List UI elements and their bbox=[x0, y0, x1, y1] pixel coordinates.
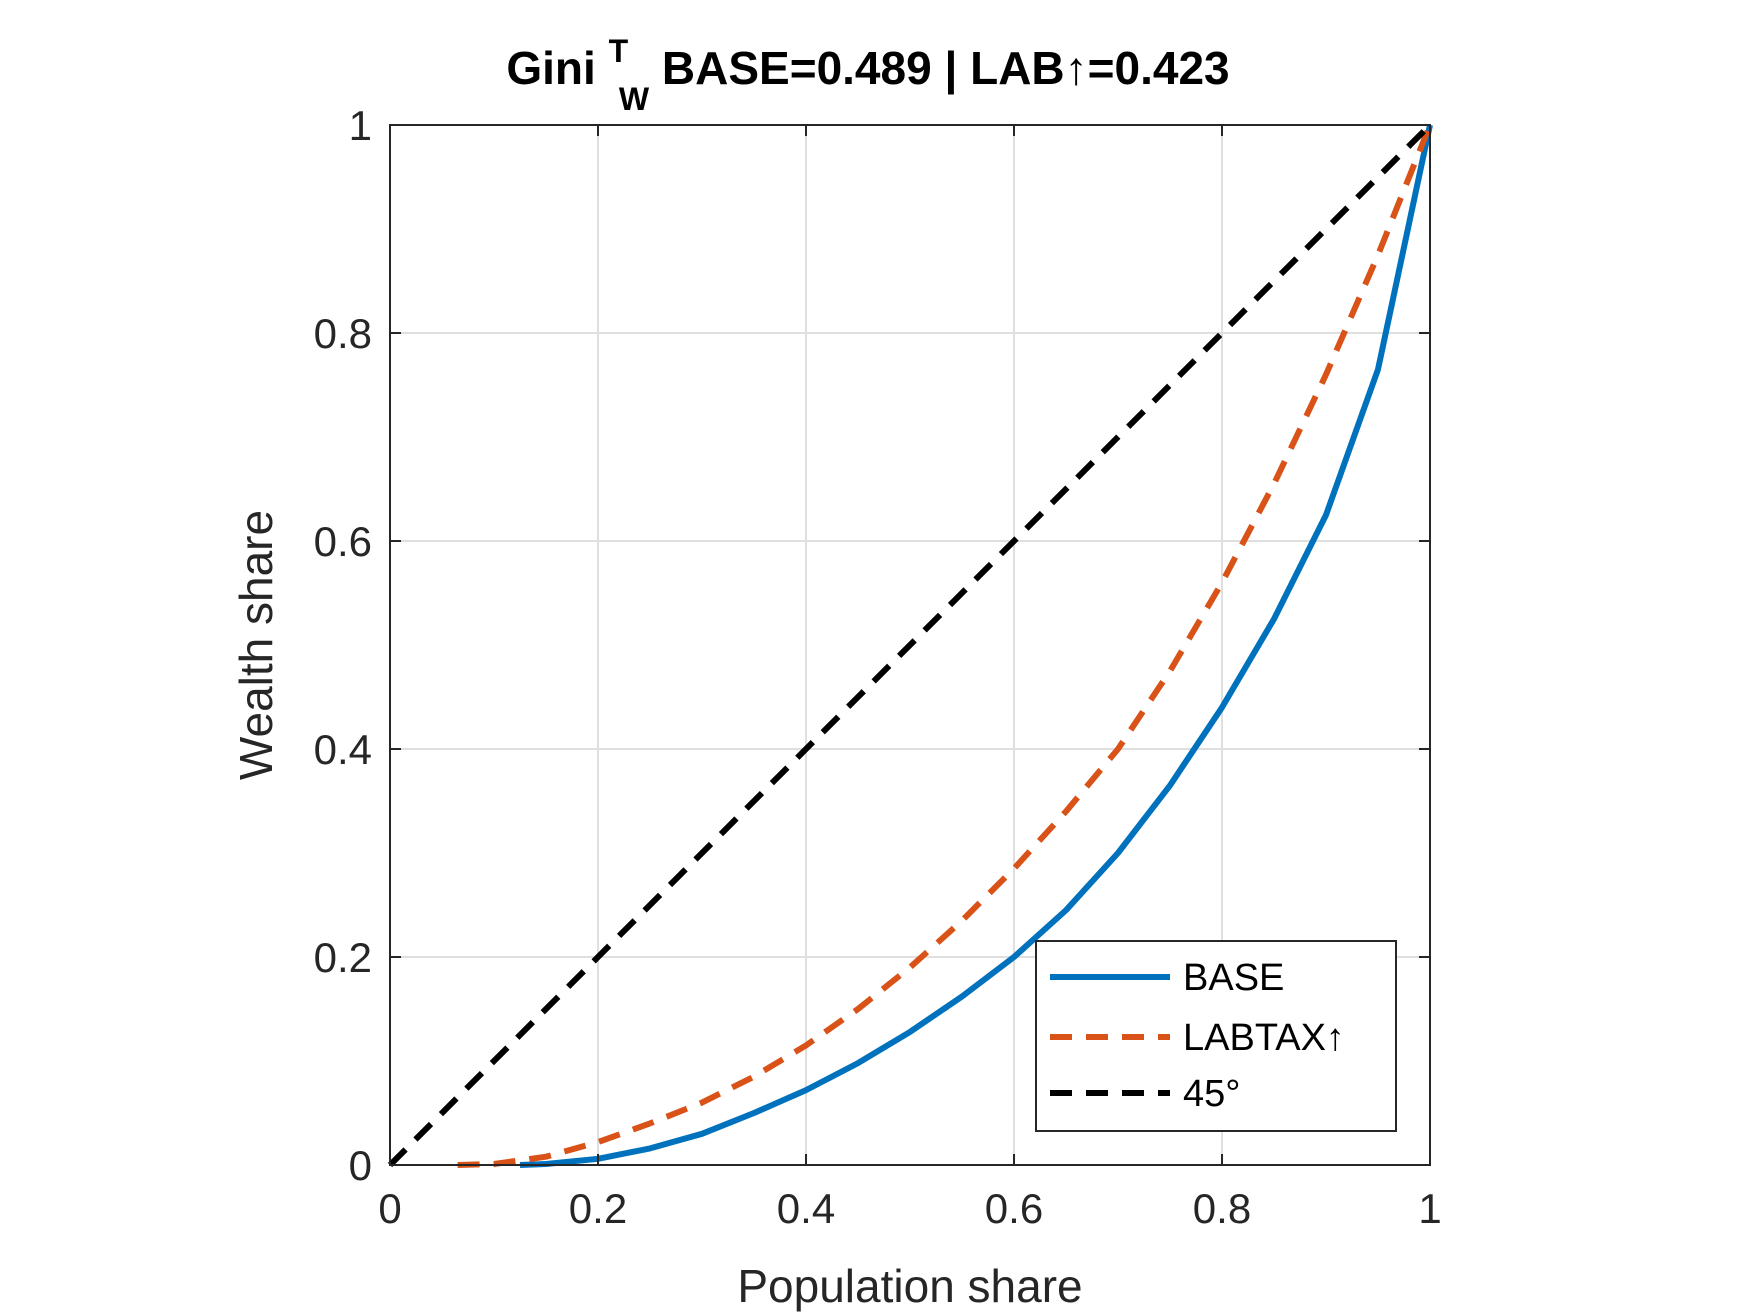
title-suffix: BASE=0.489 | LAB↑=0.423 bbox=[662, 42, 1230, 94]
chart-title: Gini T W BASE=0.489 | LAB↑=0.423 bbox=[506, 20, 1229, 120]
grid bbox=[390, 125, 1430, 1165]
x-axis-label: Population share bbox=[737, 1260, 1082, 1312]
y-tick-label: 0.8 bbox=[314, 310, 372, 357]
x-tick-label: 0.8 bbox=[1193, 1185, 1251, 1232]
legend-label-labtax: LABTAX↑ bbox=[1183, 1017, 1345, 1059]
base-line bbox=[519, 124, 1433, 1168]
legend-label-45deg: 45° bbox=[1183, 1073, 1240, 1115]
series-lines bbox=[387, 122, 1433, 1168]
x-tick-label: 0.2 bbox=[569, 1185, 627, 1232]
x-tick-label: 0 bbox=[378, 1185, 401, 1232]
y-tick-label: 0.2 bbox=[314, 934, 372, 981]
y-tick-label: 0.4 bbox=[314, 726, 372, 773]
ticks: 0 0.2 0.4 0.6 0.8 1 0 0.2 0.4 0.6 0.8 1 bbox=[314, 102, 1442, 1232]
x-tick-label: 0.6 bbox=[985, 1185, 1043, 1232]
legend-label-base: BASE bbox=[1183, 957, 1284, 999]
diagonal-45-line bbox=[387, 122, 1433, 1168]
x-tick-label: 1 bbox=[1418, 1185, 1441, 1232]
axes-box bbox=[389, 124, 1431, 1166]
legend: BASE LABTAX↑ 45° bbox=[1035, 940, 1397, 1132]
y-tick-label: 0.6 bbox=[314, 518, 372, 565]
title-superscript: T bbox=[609, 33, 629, 69]
title-prefix: Gini bbox=[506, 42, 595, 94]
y-axis-label: Wealth share bbox=[230, 510, 282, 780]
y-tick-label: 0 bbox=[349, 1142, 372, 1189]
labtax-line bbox=[457, 123, 1433, 1168]
x-tick-label: 0.4 bbox=[777, 1185, 835, 1232]
title-subscript: W bbox=[619, 81, 650, 117]
y-tick-label: 1 bbox=[349, 102, 372, 149]
